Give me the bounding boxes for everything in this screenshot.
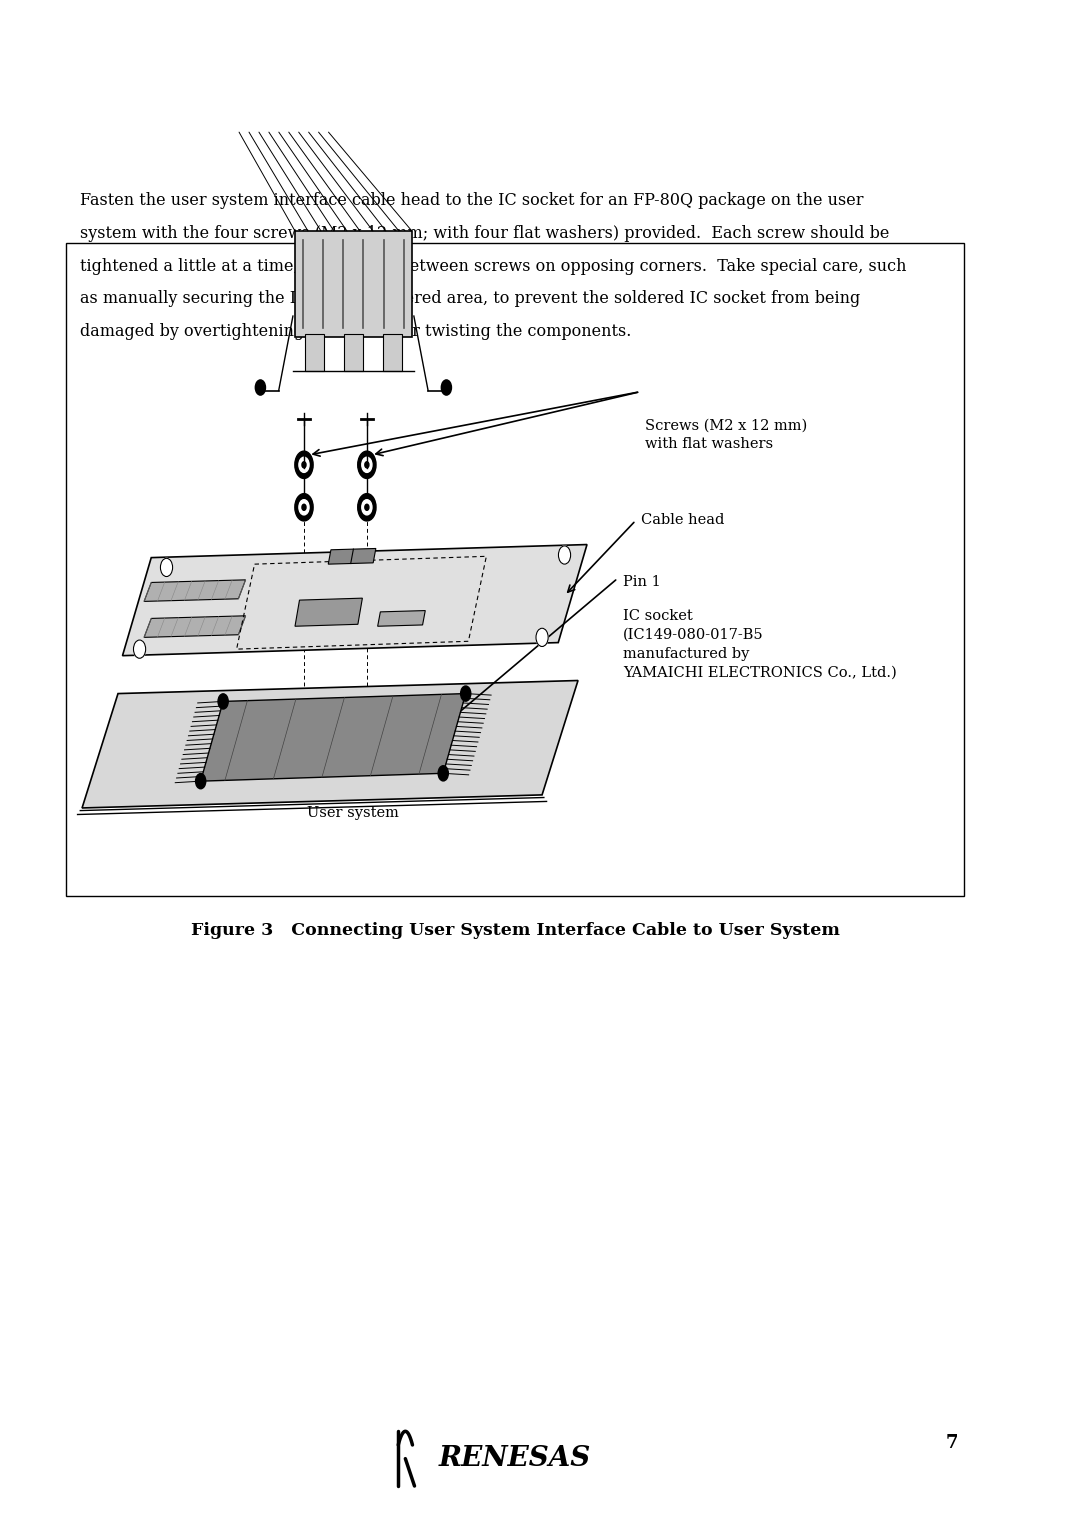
Polygon shape — [328, 549, 376, 565]
Polygon shape — [82, 681, 578, 808]
Text: IC socket
(IC149-080-017-B5
manufactured by
YAMAICHI ELECTRONICS Co., Ltd.): IC socket (IC149-080-017-B5 manufactured… — [623, 609, 896, 680]
Text: Figure 3   Connecting User System Interface Cable to User System: Figure 3 Connecting User System Interfac… — [191, 922, 839, 939]
Text: Cable head: Cable head — [640, 514, 725, 528]
Bar — [345, 334, 363, 371]
Circle shape — [302, 505, 306, 511]
Text: Fasten the user system interface cable head to the IC socket for an FP-80Q packa: Fasten the user system interface cable h… — [80, 192, 864, 210]
Polygon shape — [122, 545, 588, 655]
Circle shape — [438, 765, 448, 781]
Circle shape — [357, 451, 376, 479]
Circle shape — [461, 686, 471, 701]
Circle shape — [357, 494, 376, 522]
Circle shape — [255, 380, 266, 396]
Circle shape — [362, 457, 372, 472]
Text: Pin 1: Pin 1 — [623, 575, 661, 589]
Circle shape — [442, 380, 451, 396]
Text: tightened a little at a time, alternating between screws on opposing corners.  T: tightened a little at a time, alternatin… — [80, 258, 906, 275]
Polygon shape — [144, 580, 245, 601]
Circle shape — [558, 546, 570, 565]
Circle shape — [295, 451, 313, 479]
Text: 7: 7 — [946, 1434, 958, 1453]
Circle shape — [134, 640, 146, 658]
Polygon shape — [144, 615, 245, 637]
Text: RENESAS: RENESAS — [438, 1445, 591, 1473]
Circle shape — [299, 457, 309, 472]
Polygon shape — [295, 232, 411, 337]
Circle shape — [161, 558, 173, 577]
Circle shape — [365, 505, 369, 511]
Circle shape — [299, 500, 309, 515]
Circle shape — [365, 462, 369, 468]
Circle shape — [302, 462, 306, 468]
Polygon shape — [378, 611, 426, 626]
Text: damaged by overtightening the screws or twisting the components.: damaged by overtightening the screws or … — [80, 324, 632, 341]
Bar — [306, 334, 324, 371]
Circle shape — [218, 693, 228, 709]
Text: Screws (M2 x 12 mm)
with flat washers: Screws (M2 x 12 mm) with flat washers — [646, 419, 808, 451]
Circle shape — [536, 629, 549, 646]
Circle shape — [362, 500, 372, 515]
Polygon shape — [295, 598, 363, 626]
Text: system with the four screws (M2 x 12 mm; with four flat washers) provided.  Each: system with the four screws (M2 x 12 mm;… — [80, 225, 890, 242]
Text: User system: User system — [308, 805, 400, 821]
Text: as manually securing the IC socket soldered area, to prevent the soldered IC soc: as manually securing the IC socket solde… — [80, 290, 861, 307]
Circle shape — [295, 494, 313, 522]
Bar — [66, 242, 964, 896]
Polygon shape — [201, 693, 465, 781]
Circle shape — [195, 773, 206, 788]
Bar — [383, 334, 402, 371]
